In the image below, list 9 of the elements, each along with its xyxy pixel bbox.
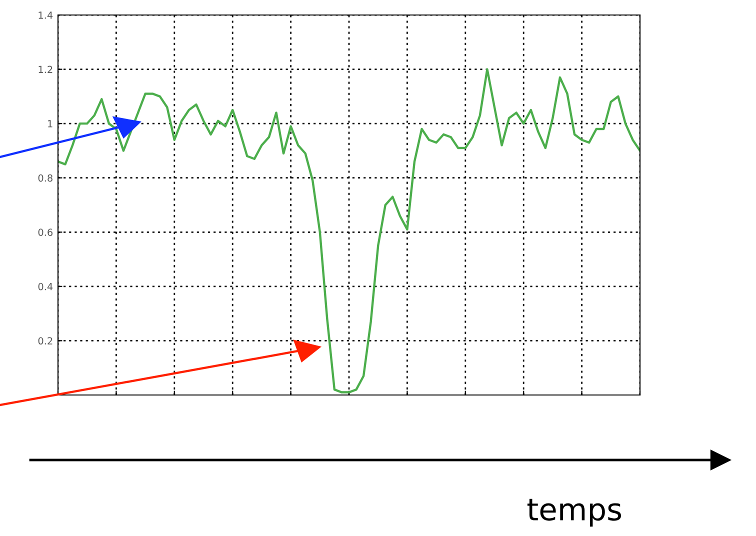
y-tick-label: 0.6 xyxy=(38,228,53,236)
y-tick-label: 0.4 xyxy=(38,282,53,290)
y-tick-label: 0.2 xyxy=(38,337,52,345)
y-tick-label: 1.2 xyxy=(38,66,52,73)
y-tick-label: 1.4 xyxy=(38,12,53,19)
y-tick-label: 1 xyxy=(48,120,52,128)
x-axis-title: temps xyxy=(527,498,621,527)
line-series xyxy=(58,68,640,394)
y-tick-label: 0.8 xyxy=(38,174,52,182)
